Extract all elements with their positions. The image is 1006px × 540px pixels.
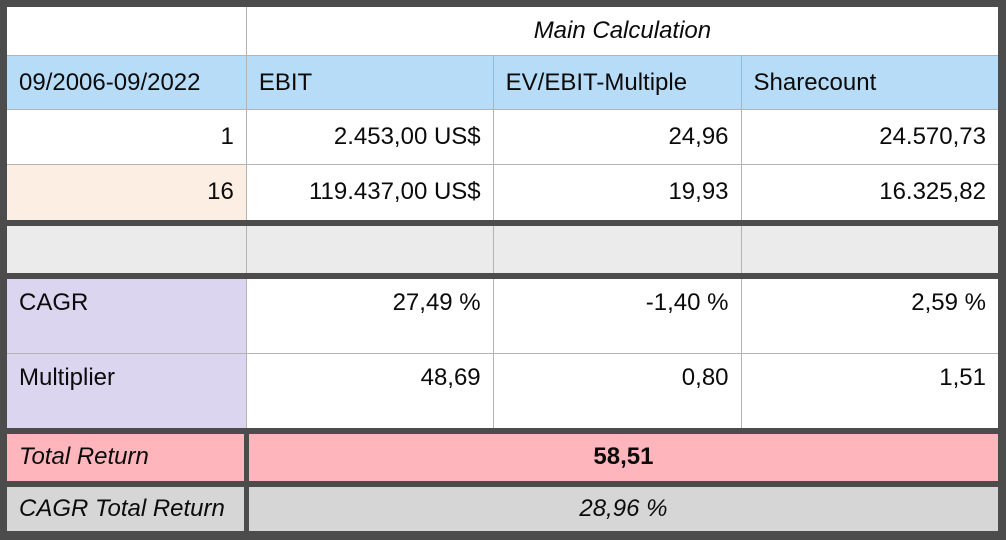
table-title[interactable]: Main Calculation [245,2,1003,57]
cagr-label-cell[interactable]: CAGR [3,273,247,354]
multiplier-ebit-cell[interactable]: 48,69 [245,352,494,432]
column-header-row: 09/2006-09/2022 EBIT EV/EBIT-Multiple Sh… [3,55,1003,110]
multiplier-ev-ebit-multiple-cell[interactable]: 0,80 [492,352,742,432]
sharecount-cell[interactable]: 16.325,82 [740,163,1003,224]
data-row-year-1: 1 2.453,00 US$ 24,96 24.570,73 [3,108,1003,165]
data-row-year-16: 16 119.437,00 US$ 19,93 16.325,82 [3,163,1003,224]
cagr-row: CAGR 27,49 % -1,40 % 2,59 % [3,273,1003,354]
column-header-sharecount[interactable]: Sharecount [740,55,1003,110]
period-header-cell[interactable]: 09/2006-09/2022 [3,55,247,110]
cagr-sharecount-cell[interactable]: 2,59 % [740,273,1003,354]
spacer-cell[interactable] [245,219,494,277]
ev-ebit-multiple-cell[interactable]: 24,96 [492,108,742,165]
spacer-cell[interactable] [3,219,247,277]
total-return-value-cell[interactable]: 58,51 [245,427,1003,485]
multiplier-sharecount-cell[interactable]: 1,51 [740,352,1003,432]
multiplier-row: Multiplier 48,69 0,80 1,51 [3,352,1003,432]
cagr-total-return-row: CAGR Total Return 28,96 % [3,481,1003,537]
year-cell[interactable]: 16 [3,163,247,224]
ev-ebit-multiple-cell[interactable]: 19,93 [492,163,742,224]
ebit-cell[interactable]: 119.437,00 US$ [245,163,494,224]
title-row-empty-cell[interactable] [3,2,247,57]
column-header-ev-ebit-multiple[interactable]: EV/EBIT-Multiple [492,55,742,110]
cagr-total-return-value-cell[interactable]: 28,96 % [245,481,1003,537]
sharecount-cell[interactable]: 24.570,73 [740,108,1003,165]
column-header-ebit[interactable]: EBIT [245,55,494,110]
cagr-ev-ebit-multiple-cell[interactable]: -1,40 % [492,273,742,354]
spacer-cell[interactable] [492,219,742,277]
spacer-cell[interactable] [740,219,1003,277]
cagr-total-return-label-cell[interactable]: CAGR Total Return [3,481,249,537]
ebit-cell[interactable]: 2.453,00 US$ [245,108,494,165]
title-row: Main Calculation [3,2,1003,57]
multiplier-label-cell[interactable]: Multiplier [3,352,247,432]
year-cell[interactable]: 1 [3,108,247,165]
spacer-row [3,219,1003,277]
cagr-ebit-cell[interactable]: 27,49 % [245,273,494,354]
total-return-row: Total Return 58,51 [3,427,1003,485]
total-return-label-cell[interactable]: Total Return [3,427,249,485]
